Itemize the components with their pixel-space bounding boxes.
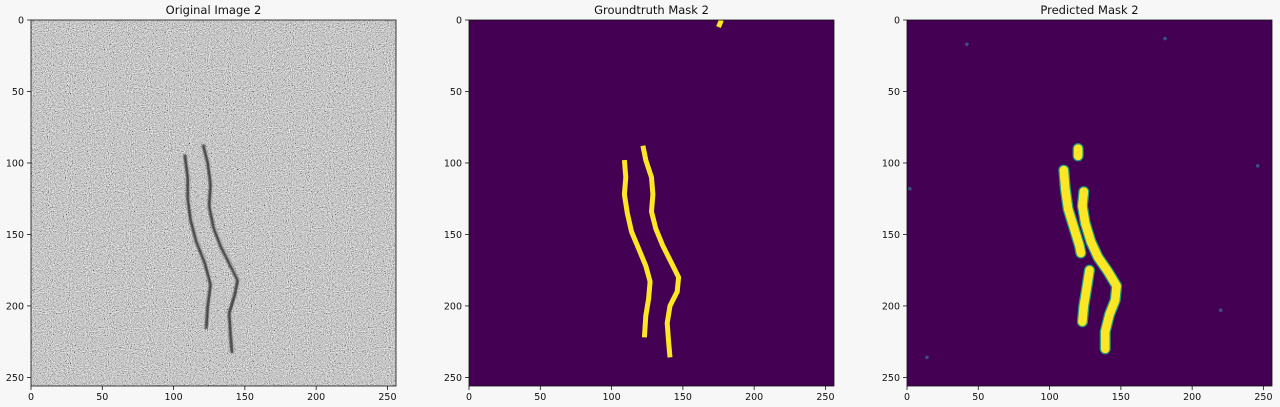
x-tick-label: 100: [603, 392, 621, 403]
x-tick-label: 0: [28, 392, 34, 403]
x-tick-label: 200: [1183, 392, 1201, 403]
subplot-1: Original Image 2 0 50 100 150 200 250 0 50 100 150…: [6, 3, 397, 403]
x-tick-label: 150: [1112, 392, 1130, 403]
y-tick-label: 0: [894, 16, 900, 27]
y-tick-label: 250: [444, 373, 462, 384]
y-tick-label: 200: [882, 301, 900, 312]
x-tick-label: 100: [1041, 392, 1059, 403]
subplot-title: Groundtruth Mask 2: [594, 3, 709, 17]
y-tick-label: 50: [888, 87, 900, 98]
x-tick-label: 0: [466, 392, 472, 403]
y-tick-label: 250: [6, 373, 24, 384]
mask-speck: [1163, 37, 1167, 41]
image-texture: [31, 20, 396, 386]
x-tick-label: 50: [96, 392, 108, 403]
y-tick-label: 100: [882, 158, 900, 169]
mask-speck: [965, 43, 969, 47]
mask-region: [719, 20, 722, 27]
x-tick-label: 50: [972, 392, 984, 403]
y-tick-label: 250: [882, 373, 900, 384]
mask-background: [907, 20, 1272, 386]
y-tick-label: 0: [456, 16, 462, 27]
subplot-title: Original Image 2: [166, 3, 262, 17]
x-tick-label: 200: [307, 392, 325, 403]
mask-speck: [1256, 164, 1260, 168]
x-tick-label: 250: [816, 392, 834, 403]
y-tick-label: 200: [6, 301, 24, 312]
y-tick-label: 200: [444, 301, 462, 312]
y-tick-label: 150: [6, 230, 24, 241]
subplot-title: Predicted Mask 2: [1040, 3, 1138, 17]
y-tick-label: 150: [444, 230, 462, 241]
x-tick-label: 100: [165, 392, 183, 403]
subplot-3: Predicted Mask 2 0 50 100 150 200 250 0 50 100 150…: [882, 3, 1273, 403]
y-tick-label: 150: [882, 230, 900, 241]
y-tick-label: 100: [6, 158, 24, 169]
image-area: [31, 20, 396, 386]
x-tick-label: 200: [745, 392, 763, 403]
image-area: [907, 20, 1272, 389]
mask-speck: [1219, 308, 1223, 312]
mask-speck: [925, 356, 929, 360]
x-tick-label: 150: [674, 392, 692, 403]
y-tick-label: 50: [12, 87, 24, 98]
x-tick-label: 250: [378, 392, 396, 403]
y-tick-label: 100: [444, 158, 462, 169]
y-tick-label: 0: [18, 16, 24, 27]
x-tick-label: 50: [534, 392, 546, 403]
x-tick-label: 150: [236, 392, 254, 403]
y-tick-label: 50: [450, 87, 462, 98]
x-tick-label: 0: [904, 392, 910, 403]
mask-speck: [908, 187, 912, 191]
subplot-2: Groundtruth Mask 2 0 50 100 150 200 250 0 50 100 1…: [444, 3, 835, 403]
x-tick-label: 250: [1254, 392, 1272, 403]
image-area: [469, 20, 834, 386]
